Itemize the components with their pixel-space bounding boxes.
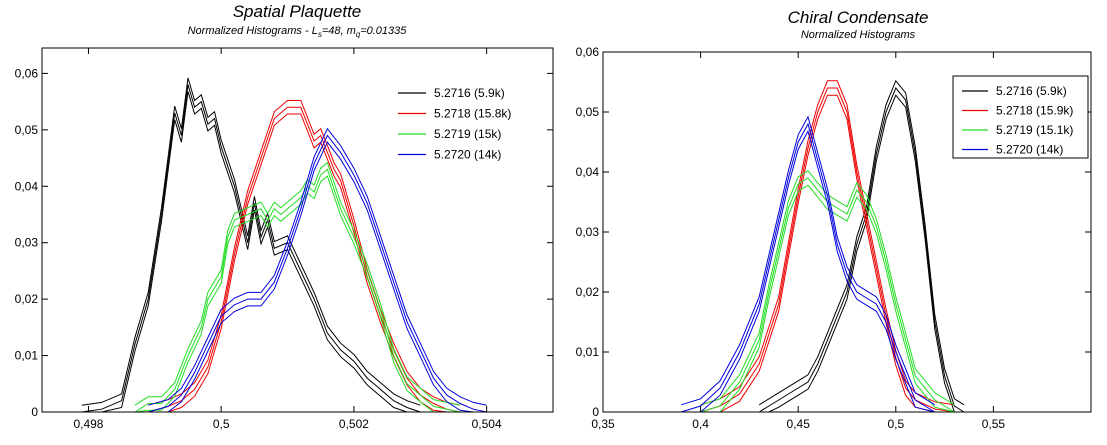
y-tick-label: 0,02 [15,292,39,306]
series-line-0 [758,87,965,413]
subtitle-sub-q: q [356,30,361,39]
subtitle-prefix: Normalized Histograms - L [188,25,318,37]
x-tick-label: 0,502 [339,417,369,431]
subtitle-mid: =48, m [322,25,356,37]
subtitle-suffix: =0.01335 [360,25,407,37]
series-lower-band-1 [700,94,955,413]
x-tick-label: 0,498 [73,417,103,431]
series-line-0 [81,84,421,413]
series-group [81,77,487,413]
chart-title: Spatial Plaquette [233,2,362,21]
legend-label: 5.2716 (5.9k) [434,86,505,100]
series-upper-band-1 [148,100,461,406]
chart-subtitle: Normalized Histograms - Ls=48, mq=0.0133… [188,25,408,39]
series-line-2 [700,177,955,413]
series-line-1 [700,87,955,413]
chiral-condensate-panel: Chiral Condensate Normalized Histograms … [560,0,1107,440]
series-lower-band-1 [148,113,461,413]
y-tick-label: 0,06 [576,45,600,59]
legend-label: 5.2720 (14k) [996,143,1063,157]
x-tick-label: 0,55 [982,417,1006,431]
series-upper-band-1 [700,80,955,406]
y-tick-label: 0,04 [15,179,39,193]
y-tick-label: 0 [592,405,599,419]
x-tick-label: 0,504 [472,417,502,431]
legend: 5.2716 (5.9k) 5.2718 (15.9k) 5.2719 (15.1k… [952,75,1089,159]
x-tick-label: 0,5 [887,417,904,431]
series-line-2 [134,168,461,413]
series-lower-band-2 [134,175,461,413]
y-tick-label: 0,03 [576,225,600,239]
series-lower-band-0 [759,94,965,413]
y-tick-label: 0,01 [576,345,600,359]
x-tick-label: 0,5 [213,417,230,431]
spatial-plaquette-chart: Spatial Plaquette Normalized Histograms … [15,2,554,431]
x-tick-label: 0,4 [692,417,709,431]
legend-label: 5.2718 (15.9k) [996,104,1073,118]
series-line-1 [148,106,461,413]
legend-box [952,75,1089,159]
y-tick-label: 0,02 [576,285,600,299]
series-upper-band-2 [134,161,461,406]
legend-label: 5.2718 (15.8k) [434,107,511,121]
series-upper-band-2 [700,170,955,406]
x-tick-label: 0,35 [591,417,615,431]
subtitle-sub-s: s [318,30,322,39]
spatial-plaquette-panel: Spatial Plaquette Normalized Histograms … [15,2,554,431]
y-tick-label: 0,04 [576,165,600,179]
plot-frame [41,47,554,413]
series-upper-band-0 [81,77,421,406]
chart-subtitle: Normalized Histograms [801,29,916,41]
y-tick-label: 0,03 [15,236,39,250]
series-lower-band-3 [148,141,487,413]
y-tick-label: 0,05 [576,105,600,119]
series-upper-band-3 [680,115,936,406]
y-tick-label: 0,05 [15,123,39,137]
x-tick-label: 0,45 [787,417,811,431]
legend-label: 5.2720 (14k) [434,148,501,162]
series-lower-band-0 [81,91,421,413]
y-tick-label: 0,06 [15,66,39,80]
legend-label: 5.2719 (15k) [434,127,501,141]
y-tick-label: 0 [31,405,38,419]
series-line-3 [148,134,487,413]
series-line-3 [680,122,936,413]
chiral-condensate-chart: Chiral Condensate Normalized Histograms … [576,8,1092,431]
legend-label: 5.2719 (15.1k) [996,123,1073,137]
series-upper-band-0 [758,79,965,406]
y-tick-label: 0,01 [15,349,39,363]
legend-label: 5.2716 (5.9k) [996,84,1067,98]
series-upper-band-3 [148,127,487,406]
chart-title: Chiral Condensate [788,8,929,27]
series-lower-band-3 [681,129,935,413]
legend: 5.2716 (5.9k) 5.2718 (15.8k) 5.2719 (15k) 5… [398,86,511,162]
series-group [680,79,965,413]
